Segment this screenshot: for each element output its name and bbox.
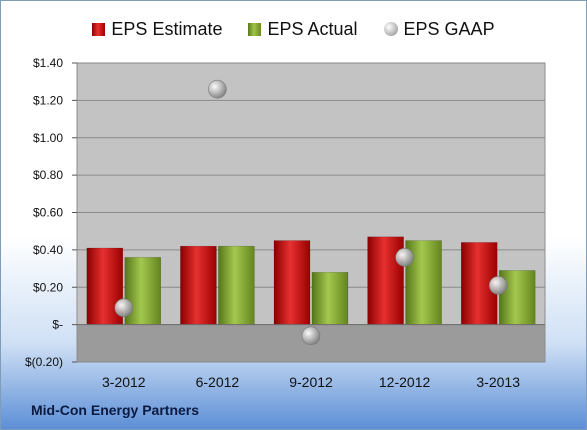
legend-swatch-eps-gaap [383,22,398,36]
point-eps-gaap [301,326,321,346]
point-eps-gaap [395,248,414,267]
chart-legend: EPS Estimate EPS Actual EPS GAAP [1,15,586,43]
legend-label-eps-actual: EPS Actual [267,18,358,39]
y-tick-label: $0.40 [33,243,63,257]
bar-eps-actual [311,272,349,325]
legend-label-eps-gaap: EPS GAAP [403,18,495,39]
legend-swatch-eps-estimate [92,22,106,36]
chart-caption: Mid-Con Energy Partners [31,402,200,418]
bar-eps-actual [218,245,255,325]
y-tick-label: $1.20 [33,93,63,107]
y-tick-label: $(0.20) [25,355,63,369]
x-tick-label: 3-2012 [102,374,146,390]
y-tick-label: $0.20 [33,280,63,294]
x-tick-label: 12-2012 [379,374,431,390]
bar-eps-estimate [367,236,404,325]
y-tick-label: $0.80 [33,168,63,182]
y-tick-label: $0.60 [33,206,63,220]
y-tick-label: $1.40 [33,56,63,70]
point-eps-gaap [488,276,508,295]
x-tick-label: 3-2013 [476,374,520,390]
bar-eps-actual [498,270,536,325]
x-tick-label: 6-2012 [196,374,240,390]
legend-swatch-eps-actual [248,22,262,36]
legend-item-eps-actual: EPS Actual [248,18,358,40]
x-tick-label: 9-2012 [289,374,333,390]
point-eps-gaap [208,79,227,99]
legend-item-eps-gaap: EPS GAAP [383,18,495,40]
legend-label-eps-estimate: EPS Estimate [111,18,223,39]
y-tick-label: $- [52,318,63,332]
bar-eps-estimate [273,240,311,325]
y-tick-label: $1.00 [33,131,63,145]
point-eps-gaap [114,298,134,318]
legend-item-eps-estimate: EPS Estimate [92,19,222,40]
bar-eps-estimate [180,245,217,325]
